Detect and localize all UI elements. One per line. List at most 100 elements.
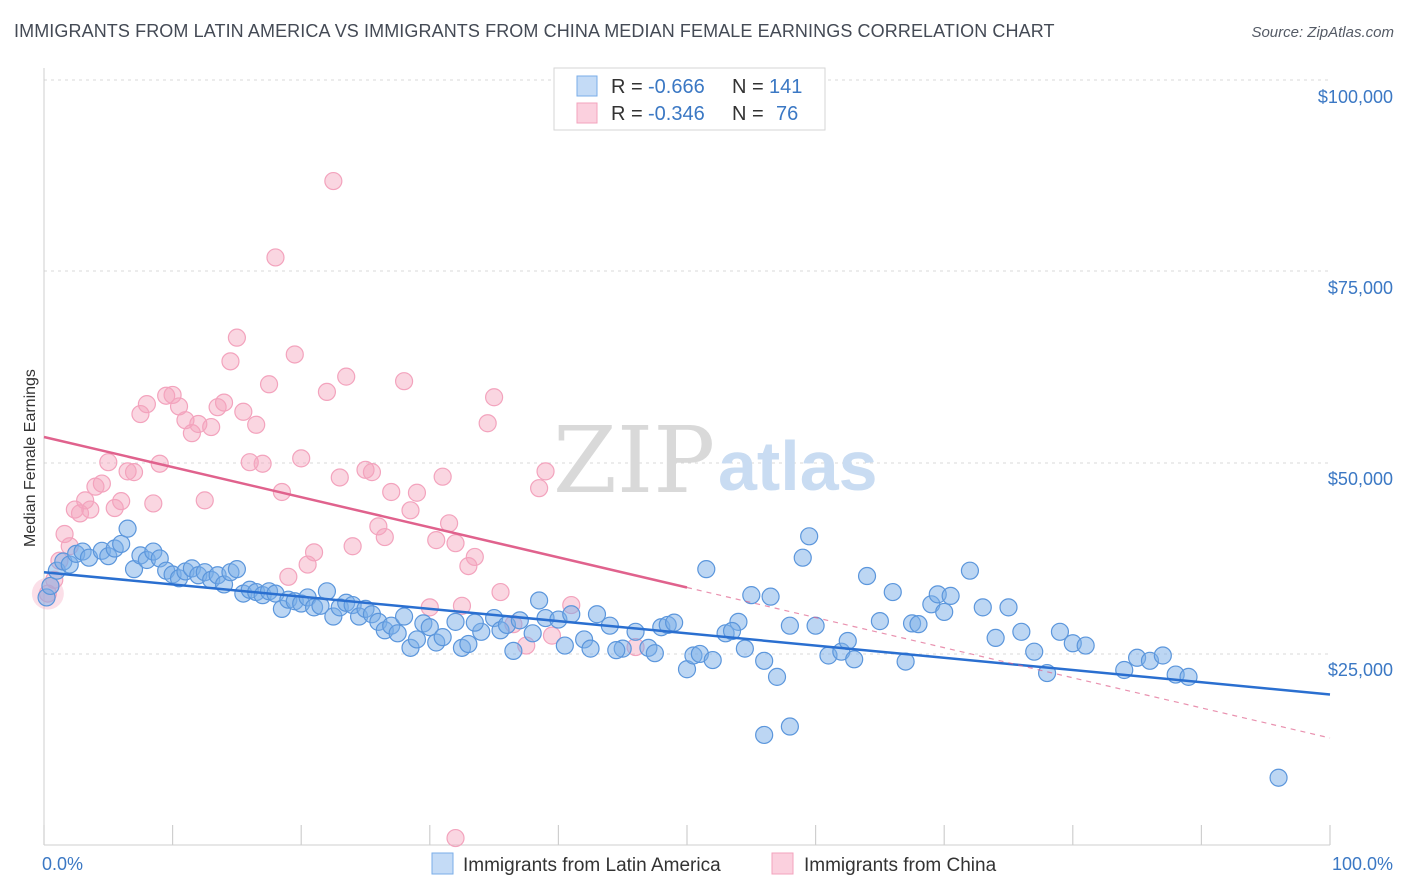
china-point bbox=[76, 491, 95, 510]
china-point bbox=[144, 494, 163, 513]
latin-america-point bbox=[941, 586, 960, 605]
x-tick-label: 100.0% bbox=[1332, 854, 1393, 874]
legend-r-value: -0.666 bbox=[648, 76, 705, 98]
china-point bbox=[427, 531, 446, 550]
latin-america-point bbox=[761, 587, 780, 606]
y-tick-labels: $25,000 $50,000 $75,000 $100,000 bbox=[1318, 87, 1393, 680]
latin-america-point bbox=[394, 607, 414, 626]
latin-america-point bbox=[999, 598, 1018, 617]
china-point bbox=[369, 517, 388, 536]
china-point bbox=[81, 500, 100, 519]
latin-america-point bbox=[1269, 768, 1288, 787]
latin-america-point bbox=[870, 612, 890, 631]
latin-america-point bbox=[465, 613, 484, 632]
china-point bbox=[330, 468, 349, 487]
china-point bbox=[394, 372, 414, 391]
legend-r-label: R = bbox=[611, 76, 643, 98]
latin-america-point bbox=[112, 534, 131, 554]
china-point bbox=[491, 582, 510, 602]
source-label: Source: ZipAtlas.com bbox=[1251, 24, 1394, 41]
legend-swatch-china bbox=[771, 852, 794, 875]
latin-america-point bbox=[780, 616, 799, 635]
legend-r-label: R = bbox=[611, 103, 643, 125]
latin-america-point bbox=[388, 624, 407, 643]
china-point bbox=[382, 482, 401, 502]
latin-america-point bbox=[446, 612, 465, 631]
china-point bbox=[182, 424, 201, 443]
y-tick-label: $50,000 bbox=[1328, 469, 1393, 489]
china-point bbox=[131, 404, 150, 424]
trend-line-latin-america bbox=[43, 570, 1331, 696]
china-point bbox=[163, 385, 182, 405]
latin-america-point bbox=[1076, 636, 1095, 655]
legend-label-latin-america: Immigrants from Latin America bbox=[463, 855, 721, 876]
legend-r-value: -0.346 bbox=[648, 103, 705, 125]
legend-n-value: 76 bbox=[776, 103, 798, 125]
correlation-legend: R = -0.666 N = 141 R = -0.346 N = 76 bbox=[553, 67, 826, 131]
china-point bbox=[530, 479, 549, 498]
china-point bbox=[324, 171, 343, 191]
latin-america-point bbox=[845, 650, 864, 669]
china-point bbox=[118, 462, 137, 481]
axes bbox=[43, 68, 1331, 846]
watermark-atlas: atlas bbox=[718, 427, 878, 505]
grid bbox=[44, 79, 1330, 655]
china-point bbox=[195, 491, 214, 510]
trend-line-china-extension bbox=[686, 586, 1331, 739]
latin-america-point bbox=[510, 611, 529, 630]
latin-america-point bbox=[459, 634, 478, 654]
latin-america-point bbox=[555, 636, 574, 655]
latin-america-point bbox=[935, 602, 954, 622]
latin-america-point bbox=[420, 618, 439, 637]
china-point bbox=[407, 483, 427, 502]
legend-n-value: 141 bbox=[769, 76, 802, 98]
latin-america-point bbox=[407, 630, 427, 649]
latin-america-point bbox=[1025, 642, 1044, 661]
latin-america-point bbox=[645, 644, 664, 663]
china-point bbox=[279, 567, 298, 586]
china-point bbox=[433, 467, 452, 486]
latin-america-point bbox=[504, 641, 523, 661]
china-point bbox=[292, 449, 311, 468]
y-axis-title: Median Female Earnings bbox=[22, 369, 39, 547]
china-point bbox=[259, 375, 279, 394]
china-point bbox=[459, 556, 478, 576]
series-latin-america-points bbox=[37, 519, 1288, 787]
china-point bbox=[253, 454, 272, 473]
trend-lines bbox=[43, 435, 1331, 739]
latin-america-point bbox=[1153, 646, 1172, 665]
china-point bbox=[317, 382, 337, 402]
latin-america-point bbox=[806, 616, 825, 635]
china-point bbox=[485, 388, 504, 407]
latin-america-point bbox=[973, 598, 992, 617]
legend-label-china: Immigrants from China bbox=[804, 855, 997, 876]
latin-america-point bbox=[735, 639, 754, 658]
legend-swatch-china bbox=[576, 102, 598, 124]
china-point bbox=[221, 352, 240, 371]
china-point bbox=[266, 248, 285, 267]
y-tick-label: $25,000 bbox=[1328, 660, 1393, 680]
latin-america-point bbox=[581, 639, 600, 658]
china-point bbox=[401, 501, 420, 520]
chart-title: IMMIGRANTS FROM LATIN AMERICA VS IMMIGRA… bbox=[14, 21, 1055, 41]
china-point bbox=[247, 415, 266, 434]
watermark: ZIP atlas bbox=[553, 407, 878, 514]
latin-america-point bbox=[1179, 667, 1198, 686]
china-point bbox=[362, 463, 382, 482]
latin-america-point bbox=[317, 582, 337, 601]
china-point bbox=[343, 537, 362, 556]
china-point bbox=[99, 453, 118, 472]
china-point bbox=[92, 474, 111, 493]
latin-america-point bbox=[433, 628, 452, 647]
latin-america-point bbox=[742, 586, 761, 605]
latin-america-point bbox=[793, 548, 812, 567]
latin-america-point bbox=[960, 561, 980, 580]
latin-america-point bbox=[780, 717, 799, 736]
y-tick-label: $75,000 bbox=[1328, 278, 1393, 298]
latin-america-point bbox=[523, 624, 542, 643]
china-point bbox=[157, 386, 176, 405]
latin-america-point bbox=[587, 605, 607, 624]
latin-america-point bbox=[530, 591, 549, 610]
latin-america-point bbox=[755, 725, 774, 745]
trend-line-china bbox=[43, 435, 688, 589]
